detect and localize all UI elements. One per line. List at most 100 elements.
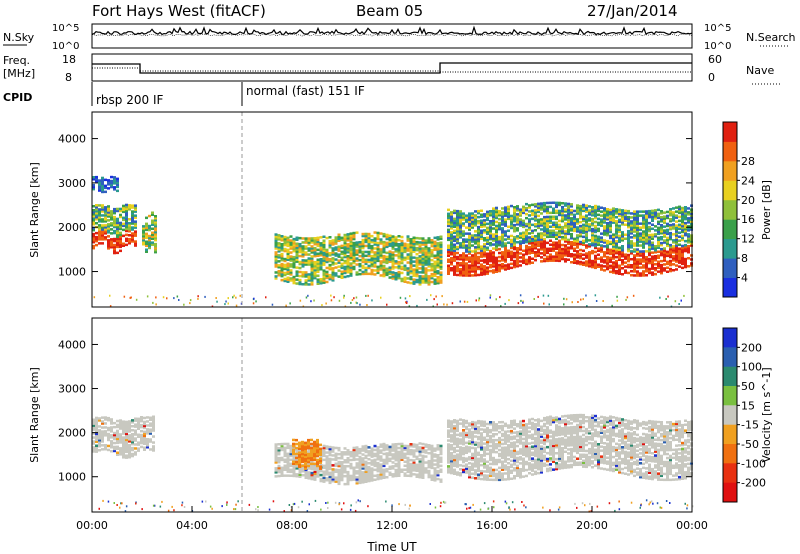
echo-cell: [540, 248, 543, 251]
echo-cell: [453, 470, 456, 474]
echo-cell: [310, 438, 313, 442]
echo-cell: [418, 257, 422, 260]
echo-cell: [403, 474, 407, 477]
echo-cell: [400, 448, 404, 452]
echo-cell: [525, 232, 528, 236]
echo-cell: [319, 252, 323, 255]
echo-cell: [642, 264, 645, 267]
echo-cell: [486, 452, 489, 456]
echo-cell: [325, 248, 329, 252]
echo-cell: [349, 274, 353, 277]
echo-cell: [116, 445, 119, 449]
echo-cell: [364, 244, 368, 248]
echo-cell: [430, 272, 434, 276]
echo-cell: [510, 204, 513, 208]
echo-cell: [447, 224, 450, 228]
echo-cell: [579, 206, 582, 210]
echo-cell: [316, 282, 320, 285]
echo-cell: [684, 265, 687, 269]
echo-cell: [678, 243, 681, 246]
echo-cell: [654, 245, 657, 248]
echo-cell: [316, 469, 320, 472]
echo-cell: [675, 224, 678, 227]
noise-cell: [166, 297, 168, 300]
echo-cell: [370, 467, 374, 470]
echo-cell: [507, 215, 510, 219]
echo-cell: [337, 446, 341, 450]
echo-cell: [331, 243, 335, 246]
echo-cell: [612, 249, 615, 252]
echo-cell: [421, 237, 425, 240]
echo-cell: [462, 448, 465, 452]
echo-cell: [609, 270, 612, 274]
noise-cell: [367, 294, 369, 297]
echo-cell: [456, 233, 459, 237]
echo-cell: [406, 243, 410, 246]
echo-cell: [301, 249, 305, 252]
echo-cell: [134, 224, 137, 227]
echo-cell: [307, 467, 311, 470]
echo-cell: [143, 434, 146, 438]
echo-cell: [570, 247, 573, 250]
echo-cell: [286, 452, 290, 456]
echo-cell: [433, 236, 437, 240]
echo-cell: [427, 475, 431, 479]
echo-cell: [486, 470, 489, 473]
echo-cell: [418, 458, 422, 461]
echo-cell: [283, 277, 287, 281]
echo-cell: [597, 205, 600, 209]
echo-cell: [648, 251, 651, 255]
echo-cell: [418, 251, 422, 254]
echo-cell: [154, 250, 157, 254]
echo-cell: [313, 476, 317, 479]
echo-cell: [555, 209, 558, 213]
beam-label: Beam 05: [356, 2, 423, 20]
echo-cell: [295, 282, 299, 285]
echo-cell: [301, 470, 305, 473]
echo-cell: [537, 214, 540, 218]
echo-cell: [447, 246, 450, 249]
echo-cell: [352, 267, 356, 271]
echo-cell: [119, 449, 122, 452]
echo-cell: [331, 253, 335, 256]
echo-cell: [531, 241, 534, 244]
echo-cell: [334, 464, 338, 467]
echo-cell: [409, 261, 413, 265]
echo-cell: [561, 249, 564, 253]
nsearch-label: N.Search: [746, 31, 796, 44]
noise-cell: [405, 302, 408, 304]
echo-cell: [98, 236, 101, 239]
echo-cell: [528, 248, 531, 251]
echo-cell: [292, 444, 295, 448]
echo-cell: [519, 236, 522, 239]
echo-cell: [151, 213, 154, 216]
echo-cell: [439, 468, 443, 471]
echo-cell: [277, 250, 281, 253]
echo-cell: [382, 246, 386, 250]
echo-cell: [489, 470, 492, 474]
echo-cell: [274, 233, 278, 236]
echo-cell: [660, 226, 663, 229]
echo-cell: [355, 271, 359, 274]
echo-cell: [110, 210, 113, 213]
echo-cell: [507, 205, 510, 209]
echo-cell: [394, 242, 398, 245]
power-panel-frame: [91, 111, 693, 308]
echo-cell: [119, 227, 122, 231]
echo-cell: [430, 242, 434, 246]
echo-cell: [346, 465, 350, 468]
colorbar-swatch: [723, 199, 737, 220]
echo-cell: [687, 227, 690, 230]
echo-cell: [510, 218, 513, 222]
echo-cell: [540, 208, 543, 211]
echo-cell: [355, 458, 359, 461]
echo-cell: [382, 260, 386, 264]
echo-cell: [495, 232, 498, 236]
echo-cell: [546, 227, 549, 231]
echo-cell: [624, 265, 627, 268]
echo-cell: [379, 260, 383, 263]
echo-cell: [322, 257, 326, 260]
echo-cell: [462, 442, 465, 446]
echo-cell: [152, 429, 155, 432]
echo-cell: [125, 450, 128, 453]
